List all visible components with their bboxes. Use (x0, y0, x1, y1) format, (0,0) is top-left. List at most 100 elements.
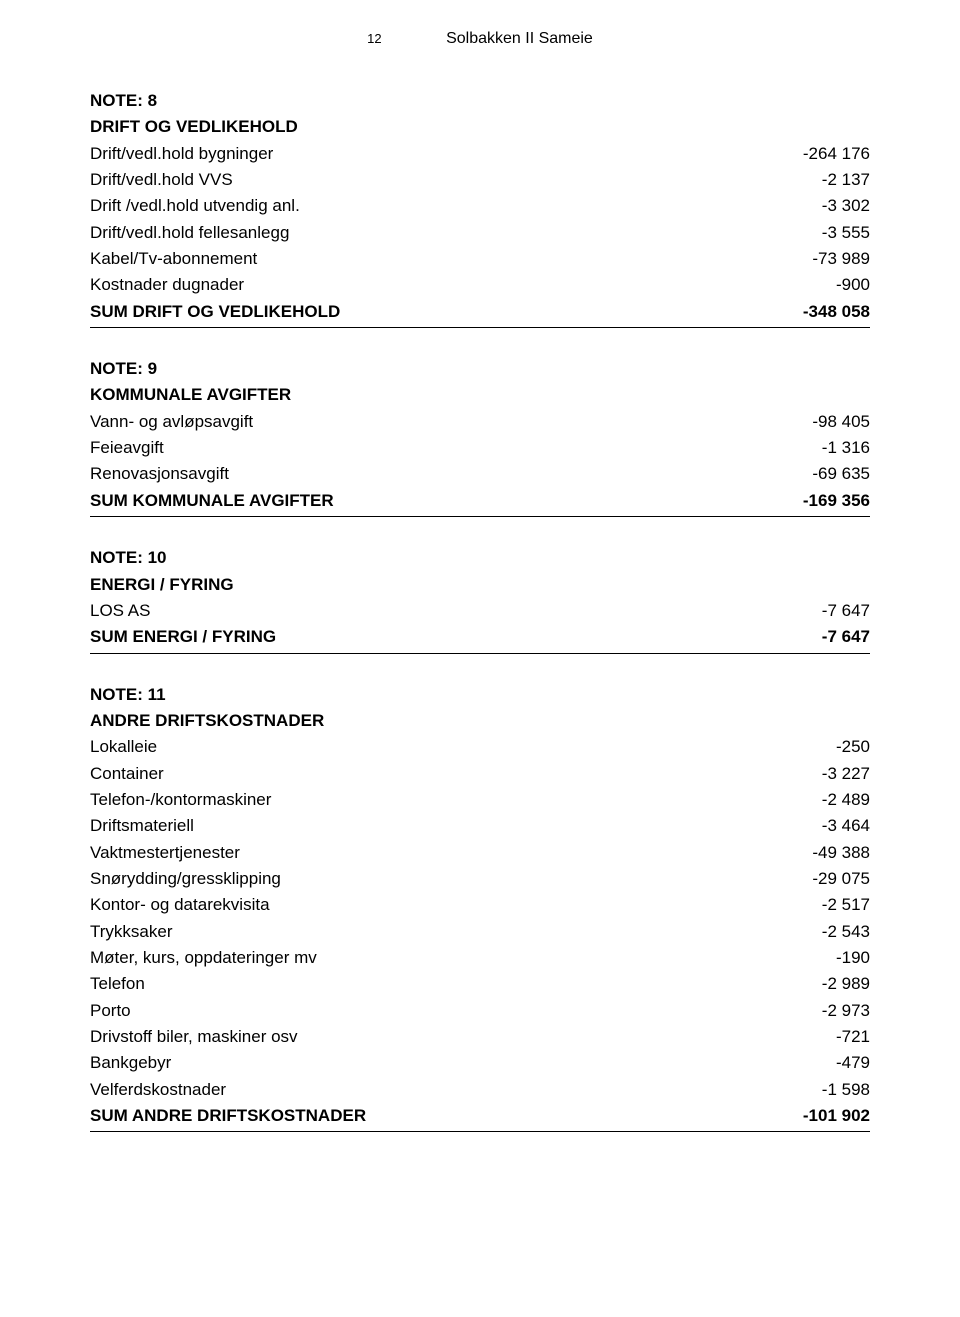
row-value: -69 635 (792, 461, 870, 487)
table-row: Feieavgift -1 316 (90, 435, 870, 461)
note-11-title: ANDRE DRIFTSKOSTNADER (90, 708, 870, 734)
note-10-label: NOTE: 10 (90, 545, 870, 571)
table-row: Drift /vedl.hold utvendig anl. -3 302 (90, 193, 870, 219)
row-value: -3 464 (802, 813, 870, 839)
note-8-title: DRIFT OG VEDLIKEHOLD (90, 114, 870, 140)
row-label: Feieavgift (90, 435, 802, 461)
row-label: Container (90, 761, 802, 787)
sum-row: SUM ENERGI / FYRING -7 647 (90, 624, 870, 653)
note-9-title: KOMMUNALE AVGIFTER (90, 382, 870, 408)
sum-row: SUM ANDRE DRIFTSKOSTNADER -101 902 (90, 1103, 870, 1132)
row-label: Velferdskostnader (90, 1077, 802, 1103)
row-value: -49 388 (792, 840, 870, 866)
row-value: -2 543 (802, 919, 870, 945)
row-label: Telefon-/kontormaskiner (90, 787, 802, 813)
row-value: -2 517 (802, 892, 870, 918)
row-label: Driftsmateriell (90, 813, 802, 839)
table-row: LOS AS -7 647 (90, 598, 870, 624)
sum-label: SUM KOMMUNALE AVGIFTER (90, 488, 783, 514)
row-label: Drivstoff biler, maskiner osv (90, 1024, 816, 1050)
table-row: Vaktmestertjenester -49 388 (90, 840, 870, 866)
row-value: -250 (816, 734, 870, 760)
table-row: Porto -2 973 (90, 998, 870, 1024)
table-row: Kostnader dugnader -900 (90, 272, 870, 298)
sum-label: SUM ANDRE DRIFTSKOSTNADER (90, 1103, 783, 1129)
table-row: Container -3 227 (90, 761, 870, 787)
table-row: Kontor- og datarekvisita -2 517 (90, 892, 870, 918)
row-value: -3 302 (802, 193, 870, 219)
row-label: Vann- og avløpsavgift (90, 409, 792, 435)
sum-value: -169 356 (783, 488, 870, 514)
sum-row: SUM KOMMUNALE AVGIFTER -169 356 (90, 488, 870, 517)
note-10-section: NOTE: 10 ENERGI / FYRING LOS AS -7 647 S… (90, 545, 870, 653)
page-container: 12 Solbakken II Sameie NOTE: 8 DRIFT OG … (0, 0, 960, 1317)
sum-label: SUM DRIFT OG VEDLIKEHOLD (90, 299, 783, 325)
row-value: -3 555 (802, 220, 870, 246)
table-row: Telefon-/kontormaskiner -2 489 (90, 787, 870, 813)
page-number: 12 (367, 31, 381, 46)
table-row: Drivstoff biler, maskiner osv -721 (90, 1024, 870, 1050)
table-row: Kabel/Tv-abonnement -73 989 (90, 246, 870, 272)
row-label: Telefon (90, 971, 802, 997)
row-label: Renovasjonsavgift (90, 461, 792, 487)
note-9-section: NOTE: 9 KOMMUNALE AVGIFTER Vann- og avlø… (90, 356, 870, 517)
note-8-section: NOTE: 8 DRIFT OG VEDLIKEHOLD Drift/vedl.… (90, 88, 870, 328)
table-row: Telefon -2 989 (90, 971, 870, 997)
row-label: Lokalleie (90, 734, 816, 760)
table-row: Drift/vedl.hold fellesanlegg -3 555 (90, 220, 870, 246)
table-row: Velferdskostnader -1 598 (90, 1077, 870, 1103)
table-row: Snørydding/gressklipping -29 075 (90, 866, 870, 892)
row-label: Drift/vedl.hold fellesanlegg (90, 220, 802, 246)
row-label: Porto (90, 998, 802, 1024)
table-row: Renovasjonsavgift -69 635 (90, 461, 870, 487)
row-label: Drift/vedl.hold bygninger (90, 141, 783, 167)
row-value: -1 316 (802, 435, 870, 461)
note-11-section: NOTE: 11 ANDRE DRIFTSKOSTNADER Lokalleie… (90, 682, 870, 1133)
sum-value: -101 902 (783, 1103, 870, 1129)
table-row: Trykksaker -2 543 (90, 919, 870, 945)
row-label: Drift/vedl.hold VVS (90, 167, 802, 193)
page-header: 12 Solbakken II Sameie (90, 30, 870, 48)
table-row: Driftsmateriell -3 464 (90, 813, 870, 839)
table-row: Drift/vedl.hold bygninger -264 176 (90, 141, 870, 167)
row-value: -721 (816, 1024, 870, 1050)
sum-value: -348 058 (783, 299, 870, 325)
row-label: LOS AS (90, 598, 802, 624)
row-value: -2 973 (802, 998, 870, 1024)
row-value: -98 405 (792, 409, 870, 435)
row-value: -7 647 (802, 598, 870, 624)
row-value: -3 227 (802, 761, 870, 787)
row-label: Snørydding/gressklipping (90, 866, 792, 892)
row-value: -264 176 (783, 141, 870, 167)
table-row: Lokalleie -250 (90, 734, 870, 760)
row-label: Kabel/Tv-abonnement (90, 246, 792, 272)
row-value: -2 137 (802, 167, 870, 193)
sum-value: -7 647 (802, 624, 870, 650)
note-9-label: NOTE: 9 (90, 356, 870, 382)
note-8-label: NOTE: 8 (90, 88, 870, 114)
row-value: -900 (816, 272, 870, 298)
row-value: -29 075 (792, 866, 870, 892)
row-value: -2 989 (802, 971, 870, 997)
row-value: -2 489 (802, 787, 870, 813)
table-row: Drift/vedl.hold VVS -2 137 (90, 167, 870, 193)
row-label: Drift /vedl.hold utvendig anl. (90, 193, 802, 219)
row-label: Kostnader dugnader (90, 272, 816, 298)
header-title: Solbakken II Sameie (446, 30, 593, 48)
table-row: Møter, kurs, oppdateringer mv -190 (90, 945, 870, 971)
row-label: Bankgebyr (90, 1050, 816, 1076)
note-10-title: ENERGI / FYRING (90, 572, 870, 598)
table-row: Vann- og avløpsavgift -98 405 (90, 409, 870, 435)
row-label: Vaktmestertjenester (90, 840, 792, 866)
row-value: -73 989 (792, 246, 870, 272)
row-label: Kontor- og datarekvisita (90, 892, 802, 918)
table-row: Bankgebyr -479 (90, 1050, 870, 1076)
row-value: -1 598 (802, 1077, 870, 1103)
note-11-label: NOTE: 11 (90, 682, 870, 708)
row-label: Trykksaker (90, 919, 802, 945)
sum-row: SUM DRIFT OG VEDLIKEHOLD -348 058 (90, 299, 870, 328)
row-value: -479 (816, 1050, 870, 1076)
row-value: -190 (816, 945, 870, 971)
sum-label: SUM ENERGI / FYRING (90, 624, 802, 650)
row-label: Møter, kurs, oppdateringer mv (90, 945, 816, 971)
